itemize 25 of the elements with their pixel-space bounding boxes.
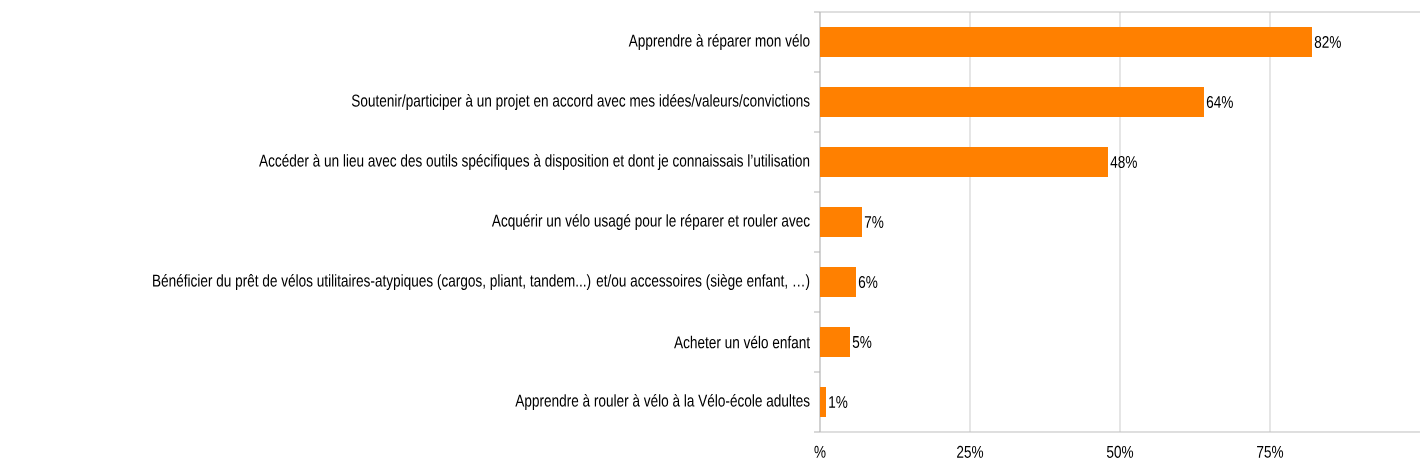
y-tick-label: Soutenir/participer à un projet en accord avec mes idées/valeurs/convictions <box>351 93 810 111</box>
bar <box>820 27 1312 57</box>
data-label: 5% <box>852 336 872 348</box>
bar <box>820 266 856 297</box>
y-tick-label: Bénéficier du prêt de vélos utilitaires-atypiques (cargos, pliant, tandem...) et/ou accessoires (siège enfant, …) <box>153 273 810 291</box>
x-tick-label: % <box>814 445 826 458</box>
data-label: 1% <box>829 396 848 408</box>
data-label: 48% <box>1110 155 1137 169</box>
bar <box>820 326 850 357</box>
bar <box>820 147 1108 177</box>
bar <box>820 386 826 417</box>
data-label: 64% <box>1206 95 1233 109</box>
data-label: 7% <box>864 216 884 228</box>
data-label: 82% <box>1314 35 1341 49</box>
x-tick-label: 25% <box>957 445 984 458</box>
y-tick-label: Acquérir un vélo usagé pour le réparer et rouler avec <box>491 213 810 231</box>
bar <box>820 206 862 237</box>
x-tick-label: 50% <box>1106 445 1134 458</box>
y-tick-label: Apprendre à réparer mon vélo <box>628 33 810 51</box>
data-label: 6% <box>858 275 878 289</box>
y-tick-label: Acheter un vélo enfant <box>674 335 811 349</box>
x-tick-label: 75% <box>1257 445 1284 458</box>
y-tick-label: Accéder à un lieu avec des outils spécifiques à disposition et dont je connaissais l’utilisation <box>259 153 810 171</box>
y-tick-label: Apprendre à rouler à vélo à la Vélo-école adultes <box>515 393 810 411</box>
bar <box>820 87 1204 117</box>
